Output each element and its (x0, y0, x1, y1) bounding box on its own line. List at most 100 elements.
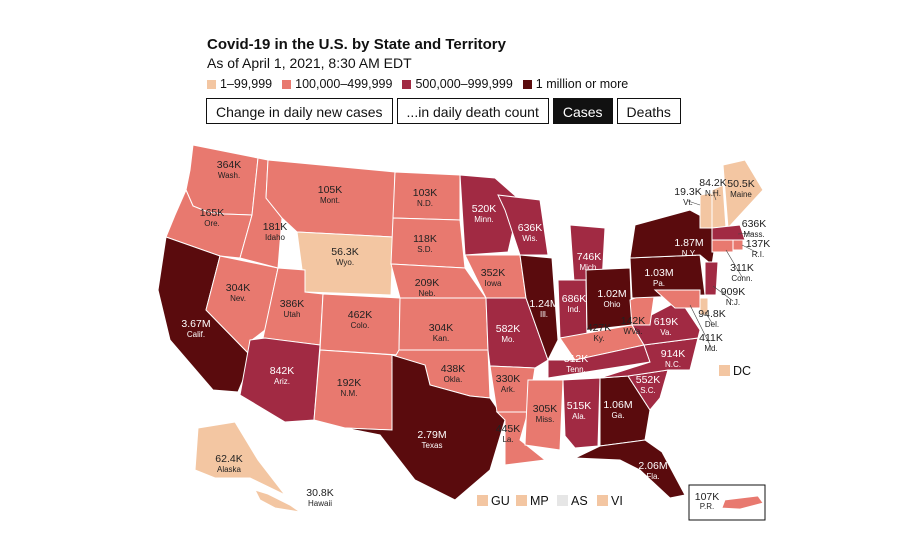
state-ill[interactable] (519, 254, 559, 362)
state-value: 165K (200, 207, 225, 219)
change-daily-deaths-button[interactable]: ...in daily death count (396, 98, 549, 124)
state-name: Colo. (351, 321, 370, 330)
state-value: 386K (280, 298, 305, 310)
legend-swatch (282, 79, 292, 89)
deaths-button[interactable]: Deaths (616, 98, 681, 124)
territory-dc[interactable]: DC (719, 364, 751, 378)
legend-swatch (522, 79, 532, 89)
state-value: 515K (567, 400, 592, 412)
state-name: S.C. (640, 386, 656, 395)
state-value: 209K (415, 277, 440, 289)
state-value: 427K (587, 322, 612, 334)
state-del[interactable] (699, 297, 709, 316)
legend-item: 1 million or more (522, 77, 628, 91)
territory-vi[interactable]: VI (597, 494, 623, 508)
state-ala[interactable] (562, 377, 601, 449)
state-name: Fla. (646, 472, 659, 481)
state-value: 19.3K (674, 186, 701, 198)
state-name: Idaho (265, 233, 286, 242)
state-texas[interactable] (344, 354, 506, 501)
state-shapes (157, 144, 764, 513)
legend-label: 500,000–999,999 (415, 77, 513, 91)
state-miss[interactable] (524, 379, 564, 451)
state-value: 1.02M (597, 288, 626, 300)
state-hawaii[interactable] (254, 489, 301, 513)
legend: 1–99,999 100,000–499,999 500,000–999,999… (207, 77, 628, 91)
territory-gu[interactable]: GU (477, 494, 510, 508)
state-conn[interactable] (711, 239, 734, 253)
state-value: 462K (348, 309, 373, 321)
state-name: Maine (730, 190, 752, 199)
state-name: Ore. (204, 219, 220, 228)
legend-label: 100,000–499,999 (295, 77, 393, 91)
state-name: Ala. (572, 412, 586, 421)
cases-button[interactable]: Cases (552, 98, 613, 124)
state-name: WVa. (624, 327, 643, 336)
state-value: 1.87M (674, 237, 703, 249)
state-mass[interactable] (711, 224, 746, 241)
state-wis[interactable] (497, 194, 549, 256)
state-name: Ga. (612, 411, 625, 420)
territory-label: AS (571, 494, 588, 508)
state-value: 411K (699, 332, 723, 344)
state-wash[interactable] (185, 144, 259, 216)
state-name: Mo. (501, 335, 514, 344)
state-vt[interactable] (699, 192, 713, 229)
state-value: 30.8K (306, 487, 333, 499)
state-name: Minn. (474, 215, 494, 224)
state-value: 118K (413, 233, 437, 245)
leader-line (704, 311, 713, 324)
state-value: 105K (318, 184, 343, 196)
state-value: 107K (695, 491, 720, 503)
change-daily-cases-button[interactable]: Change in daily new cases (206, 98, 393, 124)
leader-line (712, 191, 717, 201)
state-value: 842K (270, 365, 295, 377)
state-value: 445K (496, 423, 521, 435)
state-value: 50.5K (727, 178, 754, 190)
state-name: Kan. (433, 334, 449, 343)
legend-item: 1–99,999 (207, 77, 272, 91)
state-value: 181K (263, 221, 288, 233)
state-pr[interactable] (721, 495, 764, 510)
state-nj[interactable] (704, 261, 719, 296)
territory-swatch (477, 495, 488, 506)
state-alaska[interactable] (194, 421, 286, 496)
state-name: Wyo. (336, 258, 354, 267)
state-name: N.M. (341, 389, 358, 398)
state-name: Wis. (522, 234, 538, 243)
state-value: 686K (562, 293, 587, 305)
territory-swatch (557, 495, 568, 506)
territory-swatch (597, 495, 608, 506)
territory-mp[interactable]: MP (516, 494, 549, 508)
state-name: Nev. (230, 294, 246, 303)
state-value: 2.06M (638, 460, 667, 472)
state-ri[interactable] (732, 239, 744, 251)
state-md[interactable] (653, 289, 701, 309)
state-nc[interactable] (599, 337, 699, 379)
state-maine[interactable] (722, 159, 764, 230)
state-name: Ky. (594, 334, 605, 343)
legend-label: 1–99,999 (220, 77, 273, 91)
state-fla[interactable] (574, 439, 686, 499)
territory-label: DC (733, 364, 751, 378)
state-name: Ill. (540, 310, 548, 319)
territory-as[interactable]: AS (557, 494, 588, 508)
